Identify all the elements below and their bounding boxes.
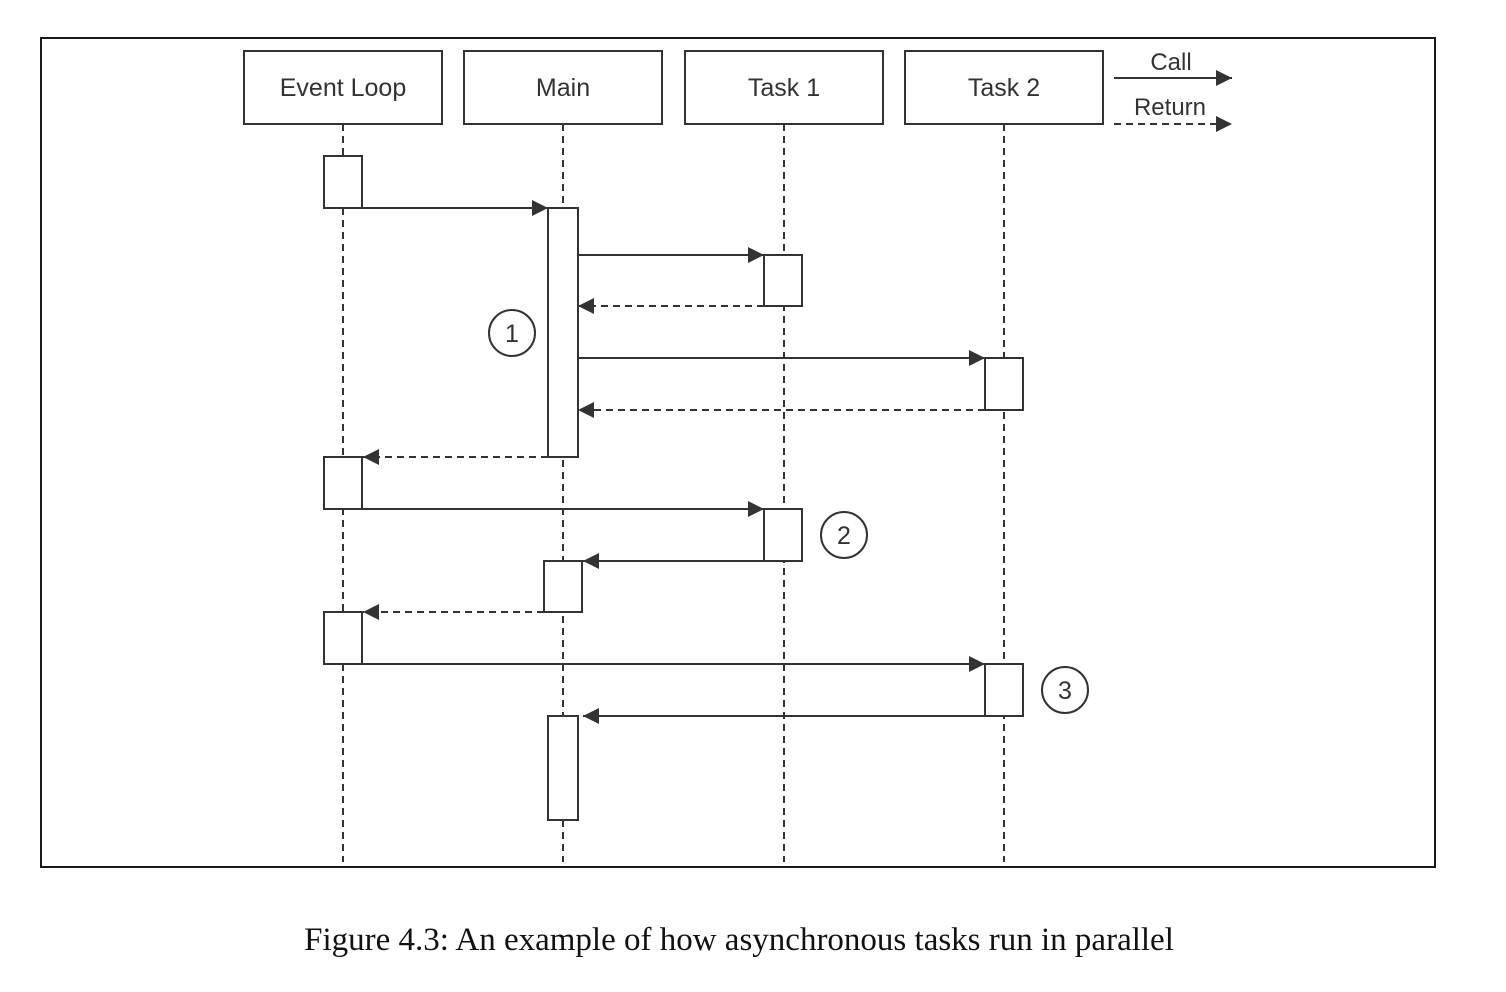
- lane-header-event-loop: Event Loop: [243, 50, 443, 125]
- legend-return-label: Return: [1134, 94, 1206, 121]
- activation-event-loop: [323, 155, 363, 209]
- markers: 1 2 3: [488, 309, 1089, 714]
- activations: [323, 155, 1024, 821]
- marker-1-label: 1: [505, 320, 519, 348]
- activation-main: [543, 560, 583, 613]
- figure-caption: Figure 4.3: An example of how asynchrono…: [304, 922, 1174, 958]
- activation-event-loop: [323, 611, 363, 665]
- lane-header-task-2: Task 2: [904, 50, 1104, 125]
- lane-label-task-2: Task 2: [968, 74, 1040, 102]
- marker-3: 3: [1041, 666, 1089, 714]
- lane-header-main: Main: [463, 50, 663, 125]
- legend: Call Return: [1114, 49, 1232, 132]
- activation-main: [547, 715, 579, 821]
- lane-header-task-1: Task 1: [684, 50, 884, 125]
- lane-headers: Event Loop Main Task 1 Task 2: [243, 50, 1104, 125]
- marker-2-label: 2: [837, 522, 851, 550]
- lane-label-main: Main: [536, 74, 590, 102]
- diagram-frame: [40, 37, 1436, 868]
- activation-task-2: [984, 357, 1024, 411]
- messages: [363, 200, 985, 724]
- marker-3-label: 3: [1058, 677, 1072, 705]
- lifelines: [342, 124, 1005, 862]
- activation-task-1: [763, 254, 803, 307]
- marker-2: 2: [820, 511, 868, 559]
- legend-call-label: Call: [1150, 49, 1191, 76]
- activation-task-2: [984, 663, 1024, 717]
- marker-1: 1: [488, 309, 536, 357]
- activation-main: [547, 207, 579, 458]
- lane-label-event-loop: Event Loop: [280, 74, 407, 102]
- activation-event-loop: [323, 456, 363, 510]
- activation-task-1: [763, 508, 803, 562]
- lane-label-task-1: Task 1: [748, 74, 820, 102]
